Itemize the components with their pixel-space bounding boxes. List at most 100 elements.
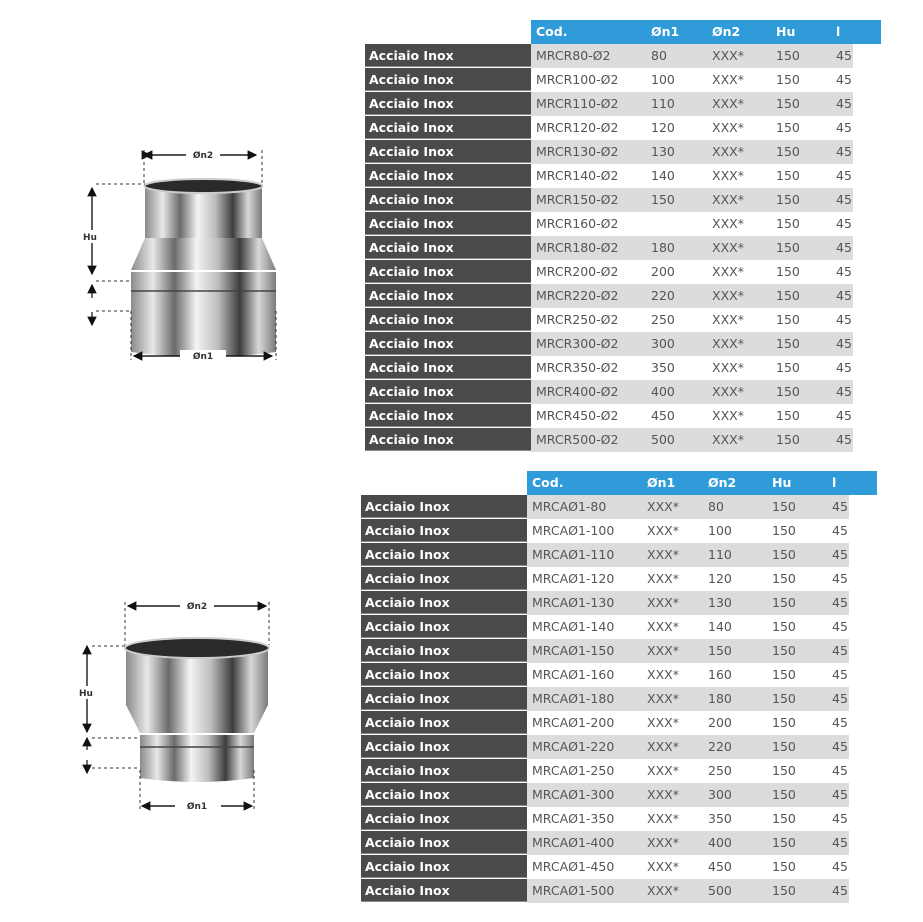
cell-diameter-n1: 80	[651, 48, 667, 63]
table-row: Acciaio Inox MRCAØ1-400 XXX* 400 150 45	[361, 831, 877, 855]
cell-height-hu: 150	[776, 384, 800, 399]
cell-diameter-n2: 80	[708, 499, 724, 514]
diameter-n1-label: Øn1	[193, 351, 213, 362]
material-label: Acciaio Inox	[365, 236, 531, 259]
cell-diameter-n2: 100	[708, 523, 732, 538]
cell-height-hu: 150	[776, 240, 800, 255]
table-row: Acciaio Inox MRCR450-Ø2 450 XXX* 150 45	[365, 404, 881, 428]
material-label: Acciaio Inox	[361, 663, 527, 686]
cell-height-hu: 150	[776, 48, 800, 63]
cell-height-hu: 150	[772, 499, 796, 514]
cell-length-l: 45	[832, 595, 848, 610]
column-header-diameter-n1: Øn1	[651, 24, 680, 39]
cell-diameter-n2: XXX*	[712, 120, 744, 135]
cell-diameter-n1: XXX*	[647, 715, 679, 730]
table-row: Acciaio Inox MRCAØ1-300 XXX* 300 150 45	[361, 783, 877, 807]
cell-diameter-n2: XXX*	[712, 336, 744, 351]
cell-diameter-n2: 300	[708, 787, 732, 802]
cell-diameter-n1: XXX*	[647, 643, 679, 658]
cell-diameter-n1: 100	[651, 72, 675, 87]
material-label: Acciaio Inox	[365, 116, 531, 139]
cell-diameter-n1: XXX*	[647, 547, 679, 562]
material-label: Acciaio Inox	[361, 783, 527, 806]
product-diagrams: Øn2 Øn1 Hu Øn2 Øn1 Hu	[78, 148, 277, 813]
cell-diameter-n2: 150	[708, 643, 732, 658]
table-row: Acciaio Inox MRCAØ1-180 XXX* 180 150 45	[361, 687, 877, 711]
cell-diameter-n1: XXX*	[647, 667, 679, 682]
cell-diameter-n1: 130	[651, 144, 675, 159]
cell-code: MRCR500-Ø2	[536, 432, 619, 447]
cell-length-l: 45	[836, 192, 852, 207]
table-row: Acciaio Inox MRCAØ1-150 XXX* 150 150 45	[361, 639, 877, 663]
cell-diameter-n2: 220	[708, 739, 732, 754]
cell-diameter-n2: XXX*	[712, 360, 744, 375]
cell-length-l: 45	[836, 240, 852, 255]
cell-code: MRCR130-Ø2	[536, 144, 619, 159]
cell-code: MRCAØ1-150	[532, 643, 615, 658]
table-row: Acciaio Inox MRCAØ1-160 XXX* 160 150 45	[361, 663, 877, 687]
cell-diameter-n1: 200	[651, 264, 675, 279]
cell-diameter-n1: 500	[651, 432, 675, 447]
cell-code: MRCR220-Ø2	[536, 288, 619, 303]
reducer-diagram-2: Øn2 Øn1 Hu	[78, 599, 270, 813]
cell-diameter-n2: XXX*	[712, 192, 744, 207]
cell-length-l: 45	[836, 288, 852, 303]
cell-diameter-n1: 300	[651, 336, 675, 351]
cell-height-hu: 150	[772, 787, 796, 802]
cell-height-hu: 150	[772, 619, 796, 634]
table-row: Acciaio Inox MRCAØ1-120 XXX* 120 150 45	[361, 567, 877, 591]
table-row: Acciaio Inox MRCAØ1-130 XXX* 130 150 45	[361, 591, 877, 615]
cell-code: MRCR400-Ø2	[536, 384, 619, 399]
material-label: Acciaio Inox	[361, 711, 527, 734]
table-row: Acciaio Inox MRCR300-Ø2 300 XXX* 150 45	[365, 332, 881, 356]
table-row: Acciaio Inox MRCR100-Ø2 100 XXX* 150 45	[365, 68, 881, 92]
cell-height-hu: 150	[776, 72, 800, 87]
cell-length-l: 45	[836, 360, 852, 375]
column-header-length-l: l	[836, 24, 841, 39]
table-row: Acciaio Inox MRCR400-Ø2 400 XXX* 150 45	[365, 380, 881, 404]
cell-code: MRCAØ1-220	[532, 739, 615, 754]
table-row: Acciaio Inox MRCR140-Ø2 140 XXX* 150 45	[365, 164, 881, 188]
cell-code: MRCAØ1-200	[532, 715, 615, 730]
cell-code: MRCAØ1-300	[532, 787, 615, 802]
column-header-length-l: l	[832, 475, 837, 490]
cell-length-l: 45	[832, 547, 848, 562]
material-label: Acciaio Inox	[365, 188, 531, 211]
cell-length-l: 45	[832, 691, 848, 706]
cell-height-hu: 150	[776, 96, 800, 111]
cell-length-l: 45	[832, 811, 848, 826]
material-label: Acciaio Inox	[361, 855, 527, 878]
cell-diameter-n2: 500	[708, 883, 732, 898]
column-header-diameter-n2: Øn2	[708, 475, 737, 490]
cell-diameter-n2: XXX*	[712, 216, 744, 231]
cell-diameter-n2: XXX*	[712, 384, 744, 399]
table-row: Acciaio Inox MRCAØ1-450 XXX* 450 150 45	[361, 855, 877, 879]
material-label: Acciaio Inox	[361, 735, 527, 758]
cell-diameter-n1: XXX*	[647, 835, 679, 850]
cell-diameter-n1: XXX*	[647, 787, 679, 802]
cell-height-hu: 150	[772, 835, 796, 850]
diameter-n2-label: Øn2	[187, 601, 207, 612]
cell-height-hu: 150	[776, 216, 800, 231]
table-row: Acciaio Inox MRCAØ1-100 XXX* 100 150 45	[361, 519, 877, 543]
table-row: Acciaio Inox MRCR120-Ø2 120 XXX* 150 45	[365, 116, 881, 140]
cell-code: MRCR120-Ø2	[536, 120, 619, 135]
cell-length-l: 45	[832, 859, 848, 874]
cell-height-hu: 150	[776, 336, 800, 351]
material-label: Acciaio Inox	[361, 879, 527, 902]
cell-height-hu: 150	[776, 192, 800, 207]
diameter-n1-label: Øn1	[187, 801, 207, 812]
table-row: Acciaio Inox MRCAØ1-140 XXX* 140 150 45	[361, 615, 877, 639]
table-row: Acciaio Inox MRCR150-Ø2 150 XXX* 150 45	[365, 188, 881, 212]
cell-diameter-n2: 110	[708, 547, 732, 562]
cell-height-hu: 150	[772, 859, 796, 874]
cell-code: MRCR300-Ø2	[536, 336, 619, 351]
table-header: Cod. Øn1 Øn2 Hu l	[531, 20, 881, 44]
table-row: Acciaio Inox MRCAØ1-500 XXX* 500 150 45	[361, 879, 877, 903]
material-label: Acciaio Inox	[361, 639, 527, 662]
cell-diameter-n2: XXX*	[712, 144, 744, 159]
cell-diameter-n1: XXX*	[647, 859, 679, 874]
height-label: Hu	[83, 233, 97, 243]
column-header-height-hu: Hu	[772, 475, 792, 490]
column-header-code: Cod.	[532, 475, 564, 490]
